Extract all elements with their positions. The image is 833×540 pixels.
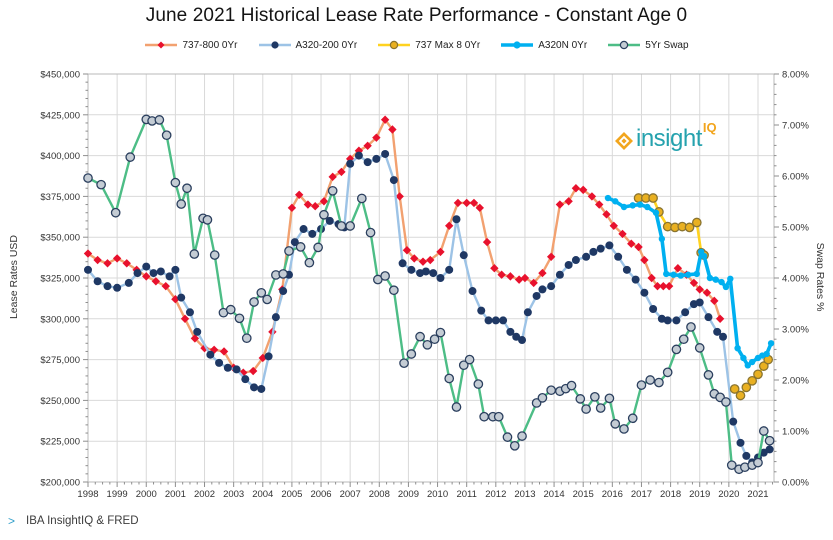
- legend-label-a320n: A320N 0Yr: [538, 39, 588, 51]
- svg-text:2018: 2018: [660, 489, 681, 500]
- svg-text:2009: 2009: [398, 489, 419, 500]
- svg-text:8.00%: 8.00%: [782, 70, 809, 81]
- svg-text:2013: 2013: [514, 489, 535, 500]
- svg-text:2006: 2006: [310, 489, 331, 500]
- chart-legend: 737-800 0Yr A320-200 0Yr 737 Max 8 0Yr A320…: [0, 39, 833, 51]
- y-axis-left-label: Lease Rates USD: [8, 234, 20, 320]
- svg-text:$400,000: $400,000: [40, 151, 80, 162]
- legend-swatch-737max8: [378, 40, 411, 50]
- svg-text:$450,000: $450,000: [40, 70, 80, 81]
- y-axis-right-tick-labels: 8.00% 7.00% 6.00% 5.00% 4.00% 3.00% 2.00% 1.00%…: [782, 70, 809, 489]
- legend-label-5yr-swap: 5Yr Swap: [645, 39, 689, 51]
- svg-text:$250,000: $250,000: [40, 396, 80, 407]
- svg-text:3.00%: 3.00%: [782, 325, 809, 336]
- source-footer: > IBA InsightIQ & FRED: [8, 514, 139, 528]
- svg-text:2000: 2000: [136, 489, 157, 500]
- svg-text:2015: 2015: [573, 489, 594, 500]
- svg-text:$425,000: $425,000: [40, 110, 80, 121]
- footer-arrow-icon: >: [8, 514, 16, 528]
- svg-text:2012: 2012: [485, 489, 506, 500]
- svg-text:0.00%: 0.00%: [782, 478, 809, 489]
- chart-title: June 2021 Historical Lease Rate Performa…: [145, 5, 688, 26]
- legend-swatch-a320-200: [258, 41, 291, 49]
- svg-text:$275,000: $275,000: [40, 355, 80, 366]
- svg-text:2021: 2021: [747, 489, 768, 500]
- svg-text:1998: 1998: [77, 489, 98, 500]
- svg-text:2005: 2005: [281, 489, 302, 500]
- svg-text:6.00%: 6.00%: [782, 172, 809, 183]
- insightiq-logo-text: insight: [636, 125, 702, 152]
- svg-text:$225,000: $225,000: [40, 437, 80, 448]
- legend-label-a320-200: A320-200 0Yr: [295, 39, 358, 51]
- svg-text:1.00%: 1.00%: [782, 427, 809, 438]
- legend-swatch-a320n: [501, 41, 534, 49]
- y-axis-right-label: Swap Rates %: [814, 242, 826, 312]
- svg-text:$350,000: $350,000: [40, 233, 80, 244]
- insightiq-logo-icon: [615, 132, 633, 150]
- legend-item-737max8: 737 Max 8 0Yr: [377, 39, 480, 51]
- series-a320-200-0yr: [84, 149, 774, 467]
- svg-text:$300,000: $300,000: [40, 314, 80, 325]
- svg-text:4.00%: 4.00%: [782, 274, 809, 285]
- svg-text:2003: 2003: [223, 489, 244, 500]
- legend-item-a320n: A320N 0Yr: [500, 39, 587, 51]
- y-axis-left-tick-labels: $450,000 $425,000 $400,000 $375,000 $350,000…: [40, 70, 80, 489]
- svg-text:2001: 2001: [165, 489, 186, 500]
- footer-source-text: IBA InsightIQ & FRED: [26, 515, 139, 527]
- svg-text:$325,000: $325,000: [40, 274, 80, 285]
- legend-item-737-800: 737-800 0Yr: [144, 39, 238, 51]
- insightiq-logo-iq: IQ: [702, 120, 717, 135]
- legend-swatch-5yr-swap: [608, 40, 641, 50]
- svg-text:7.00%: 7.00%: [782, 121, 809, 132]
- legend-item-5yr-swap: 5Yr Swap: [607, 39, 689, 51]
- svg-text:2004: 2004: [252, 489, 273, 500]
- svg-text:2002: 2002: [194, 489, 215, 500]
- svg-text:2011: 2011: [456, 489, 476, 500]
- series-a320n-0yr: [604, 194, 775, 369]
- svg-text:2019: 2019: [689, 489, 710, 500]
- series-737-max-8-0yr: [633, 193, 774, 401]
- svg-text:2008: 2008: [369, 489, 390, 500]
- svg-text:2007: 2007: [340, 489, 361, 500]
- legend-label-737-800: 737-800 0Yr: [182, 39, 238, 51]
- svg-text:5.00%: 5.00%: [782, 223, 809, 234]
- insightiq-logo: insight IQ: [615, 120, 717, 152]
- series-5yr-swap: [83, 114, 775, 475]
- svg-text:2014: 2014: [544, 489, 565, 500]
- svg-text:$375,000: $375,000: [40, 192, 80, 203]
- svg-text:2010: 2010: [427, 489, 448, 500]
- svg-text:1999: 1999: [107, 489, 128, 500]
- svg-text:2016: 2016: [602, 489, 623, 500]
- svg-text:2020: 2020: [718, 489, 739, 500]
- x-axis-tick-labels: 1998 1999 2000 2001 2002 2003 2004 2005 2006 2007…: [77, 489, 768, 500]
- legend-label-737max8: 737 Max 8 0Yr: [415, 39, 481, 51]
- legend-swatch-737-800: [145, 41, 178, 49]
- svg-text:2017: 2017: [631, 489, 652, 500]
- axis-ticks: [83, 73, 779, 487]
- series-737-800-0yr: [83, 115, 725, 377]
- legend-item-a320-200: A320-200 0Yr: [258, 39, 358, 51]
- svg-text:$200,000: $200,000: [40, 478, 80, 489]
- svg-text:2.00%: 2.00%: [782, 376, 809, 387]
